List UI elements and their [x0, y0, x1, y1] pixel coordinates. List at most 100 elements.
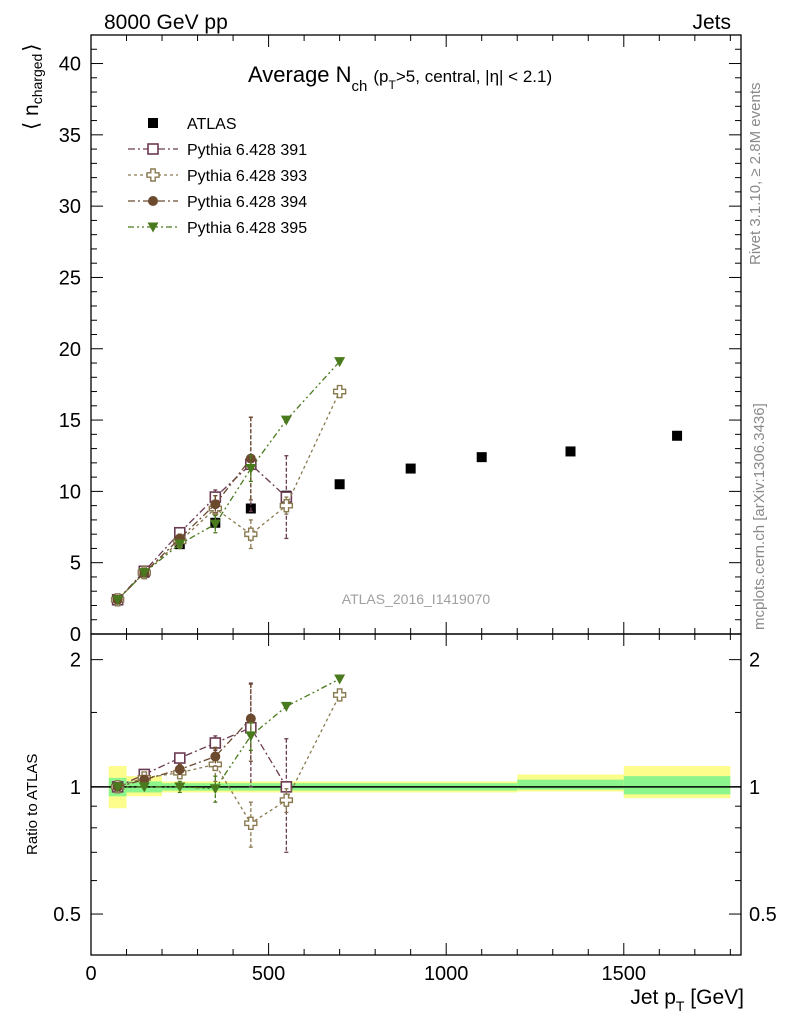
xtick-label-2: 1000	[424, 963, 469, 985]
main-series-0-point-10	[672, 430, 683, 441]
ratio-ytick-label-right-0: 0.5	[749, 904, 777, 926]
title-sub-t: T	[389, 78, 397, 92]
main-series-4-point-0	[112, 595, 124, 606]
main-ytick-label-0: 0	[70, 624, 81, 646]
rivet-version-label: Rivet 3.1.10, ≥ 2.8M events	[747, 83, 764, 266]
xtick-label-1: 500	[252, 963, 285, 985]
legend-entry-1: Pythia 6.428 391	[128, 142, 307, 159]
main-plot-title: Average Nch (pT>5, central, |η| < 2.1)	[248, 62, 552, 95]
main-series-4-point-4	[245, 464, 257, 475]
xlabel-sub: T	[676, 998, 685, 1014]
ratio-series-0-point-2	[173, 752, 186, 764]
main-ytick-label-8: 40	[59, 54, 81, 76]
main-ytick-label-1: 5	[70, 553, 81, 575]
legend-entry-2: Pythia 6.428 393	[128, 168, 307, 185]
xtick-label-0: 0	[85, 963, 96, 985]
ratio-plot-area: 0 500 1000 1500 0.5 0.5 1 1 2 2	[53, 35, 777, 985]
main-series-4-point-5	[280, 415, 292, 426]
ratio-series-3-point-1	[138, 782, 150, 793]
ratio-series-3-point-0	[112, 782, 124, 793]
legend-marker-2	[146, 168, 160, 182]
legend-label-0: ATLAS	[187, 116, 237, 133]
ratio-ytick-label-left-2: 2	[70, 650, 81, 672]
main-series-1-line	[117, 463, 287, 601]
ratio-series-3	[112, 674, 346, 803]
legend-entry-4: Pythia 6.428 395	[128, 220, 307, 237]
ratio-series-3-point-5	[280, 701, 292, 712]
ratio-series-1-point-4	[244, 816, 258, 830]
main-ytick-label-5: 25	[59, 267, 81, 289]
ratio-series-3-line	[117, 678, 340, 790]
ratio-stat-band-3	[517, 779, 624, 790]
main-series-3-point-3	[210, 499, 221, 510]
main-series-3-line	[117, 458, 252, 601]
ylabel-sub: charged	[29, 54, 45, 105]
ratio-ytick-label-left-1: 1	[70, 777, 81, 799]
ratio-ytick-label-right-1: 1	[749, 777, 760, 799]
main-series-2-point-6	[332, 384, 347, 399]
main-series-3	[112, 416, 256, 605]
legend-label-1: Pythia 6.428 391	[187, 142, 307, 159]
ylabel-close: ⟩	[20, 43, 43, 51]
main-series-4-point-3	[209, 519, 221, 530]
main-y-axis-label: ⟨ ncharged ⟩	[20, 43, 45, 130]
ratio-series-2	[112, 683, 256, 792]
main-series-0-point-9	[565, 446, 576, 457]
main-ytick-label-6: 30	[59, 196, 81, 218]
main-series-4-point-1	[138, 568, 150, 579]
main-series-4	[112, 357, 346, 606]
legend-entry-0: ATLAS	[148, 116, 237, 133]
ratio-series-3-point-6	[334, 674, 346, 685]
main-series-2-point-4	[244, 527, 258, 541]
main-series-2-line	[117, 391, 341, 601]
ratio-y-axis-label: Ratio to ATLAS	[24, 754, 41, 855]
main-ytick-label-4: 20	[59, 339, 81, 361]
main-ytick-label-7: 35	[59, 125, 81, 147]
main-series-4-point-6	[334, 357, 346, 368]
legend-marker-0	[148, 118, 158, 128]
ratio-series-3-point-4	[245, 731, 257, 742]
ratio-series-1-point-6	[332, 688, 347, 702]
ratio-series-2-point-3	[210, 751, 221, 762]
ratio-stat-band-4	[623, 776, 731, 795]
ratio-series-1-point-3	[208, 757, 223, 772]
main-plot-area: 0 5 10 15 20 25 30 35 40	[59, 34, 742, 646]
main-series-0-point-6	[334, 479, 345, 490]
main-series-2-point-5	[279, 498, 294, 513]
ratio-series-3-point-2	[174, 782, 186, 793]
main-series-0	[112, 430, 683, 605]
title-prefix: Average N	[248, 62, 352, 87]
main-series-0-point-7	[405, 463, 416, 474]
xlabel-main: Jet p	[630, 986, 676, 1009]
header-energy-label: 8000 GeV pp	[104, 11, 228, 34]
main-ytick-label-2: 10	[59, 481, 81, 503]
title-paren: (p	[373, 67, 388, 86]
legend-label-3: Pythia 6.428 394	[187, 194, 307, 211]
legend-entry-3: Pythia 6.428 394	[128, 194, 307, 211]
ratio-series-2-point-2	[174, 764, 185, 775]
ratio-series-0-point-3	[209, 737, 222, 749]
ratio-ytick-label-left-0: 0.5	[53, 904, 81, 926]
ratio-frame	[90, 633, 742, 956]
xtick-label-3: 1500	[602, 963, 647, 985]
ratio-ytick-label-right-2: 2	[749, 650, 760, 672]
legend-marker-1	[147, 143, 159, 155]
main-series-1	[111, 416, 293, 606]
legend: ATLAS Pythia 6.428 391 Pythia 6.428 393 Pyt…	[128, 116, 307, 237]
ratio-series-1-point-5	[279, 793, 294, 807]
main-series-0-point-8	[476, 452, 487, 463]
ratio-series-1-line	[117, 694, 341, 825]
xlabel-unit: [GeV]	[684, 986, 744, 1009]
ylabel-main: ⟨ n	[20, 104, 43, 130]
title-rest: >5, central, |η| < 2.1)	[396, 67, 552, 86]
analysis-watermark: ATLAS_2016_I1419070	[342, 591, 491, 607]
header-jets-label: Jets	[692, 11, 731, 34]
ratio-series-3-point-3	[209, 784, 221, 795]
legend-marker-4	[147, 222, 159, 233]
mcplots-label: mcplots.cern.ch [arXiv:1306.3436]	[751, 403, 768, 630]
main-series-4-point-2	[174, 539, 186, 550]
legend-marker-3	[148, 196, 158, 206]
title-sub-ch: ch	[352, 78, 368, 95]
legend-label-4: Pythia 6.428 395	[187, 220, 307, 237]
